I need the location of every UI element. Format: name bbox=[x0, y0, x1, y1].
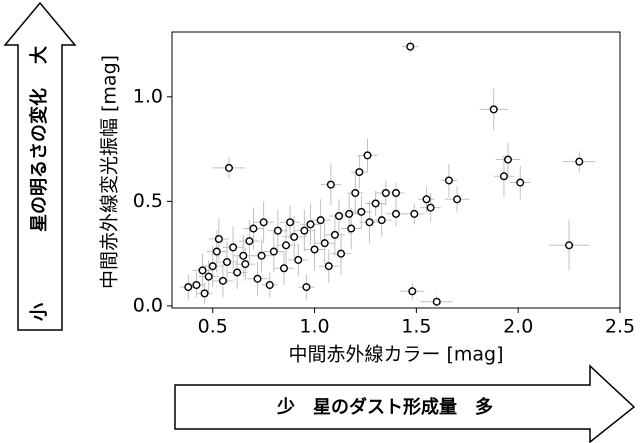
data-point bbox=[249, 224, 258, 233]
data-point bbox=[377, 216, 386, 225]
data-point bbox=[316, 216, 325, 225]
y-tick-label: 1.0 bbox=[133, 85, 163, 107]
data-point bbox=[426, 203, 435, 212]
data-point bbox=[422, 195, 431, 204]
data-point bbox=[334, 211, 343, 220]
data-point bbox=[347, 224, 356, 233]
x-tick-label: 2.0 bbox=[503, 316, 533, 338]
data-point bbox=[320, 239, 329, 248]
x-tick-label: 2.5 bbox=[605, 316, 635, 338]
data-point bbox=[392, 209, 401, 218]
y-tick-label: 0.0 bbox=[133, 294, 163, 316]
data-point bbox=[381, 188, 390, 197]
plot-frame bbox=[171, 31, 621, 309]
data-point bbox=[345, 209, 354, 218]
y-axis-label: 中間赤外線変光振幅 [mag] bbox=[99, 55, 121, 289]
data-point bbox=[269, 247, 278, 256]
data-point bbox=[286, 218, 295, 227]
data-point bbox=[257, 251, 266, 260]
data-point bbox=[282, 241, 291, 250]
data-point bbox=[371, 199, 380, 208]
data-point bbox=[516, 178, 525, 187]
data-point bbox=[355, 168, 364, 177]
x-tick-label: 1.5 bbox=[401, 316, 431, 338]
y-arrow-bottom: 小 bbox=[29, 303, 50, 321]
data-point bbox=[351, 188, 360, 197]
x-axis-label: 中間赤外線カラー [mag] bbox=[288, 344, 503, 366]
x-arrow-label: 少 星のダスト形成量 多 bbox=[276, 396, 493, 418]
data-point bbox=[302, 283, 311, 292]
data-point bbox=[363, 151, 372, 160]
data-point bbox=[273, 226, 282, 235]
data-point bbox=[406, 42, 415, 51]
data-point bbox=[259, 218, 268, 227]
x-arrow-shape bbox=[174, 364, 636, 443]
y-arrow-top: 大 bbox=[28, 46, 50, 64]
data-point bbox=[280, 264, 289, 273]
data-point bbox=[326, 180, 335, 189]
data-point bbox=[300, 226, 309, 235]
data-point bbox=[214, 234, 223, 243]
data-point bbox=[245, 237, 254, 246]
data-point bbox=[233, 268, 242, 277]
data-point bbox=[290, 232, 299, 241]
x-arrow: 少 星のダスト形成量 多 bbox=[174, 364, 636, 443]
data-point bbox=[192, 281, 201, 290]
data-point bbox=[575, 157, 584, 166]
y-arrow-shape bbox=[3, 1, 77, 331]
data-point bbox=[310, 245, 319, 254]
x-tick-label: 0.5 bbox=[198, 316, 228, 338]
data-point bbox=[306, 220, 315, 229]
data-point bbox=[504, 155, 513, 164]
data-point bbox=[444, 176, 453, 185]
data-point bbox=[198, 266, 207, 275]
data-point bbox=[499, 172, 508, 181]
data-point bbox=[184, 283, 193, 292]
data-point bbox=[200, 289, 209, 298]
data-point bbox=[330, 230, 339, 239]
data-point bbox=[208, 262, 217, 271]
data-point bbox=[410, 209, 419, 218]
y-arrow-middle: 星の明るさの変化 bbox=[28, 88, 50, 232]
data-point bbox=[218, 276, 227, 285]
data-point bbox=[453, 195, 462, 204]
data-point bbox=[489, 105, 498, 114]
data-point bbox=[294, 255, 303, 264]
data-point bbox=[253, 274, 262, 283]
data-point bbox=[565, 241, 574, 250]
data-point bbox=[204, 272, 213, 281]
data-point bbox=[222, 258, 231, 267]
x-tick-label: 1.0 bbox=[299, 316, 329, 338]
data-point bbox=[432, 297, 441, 306]
data-point bbox=[241, 260, 250, 269]
data-point bbox=[392, 188, 401, 197]
data-point bbox=[239, 251, 248, 260]
data-point bbox=[265, 281, 274, 290]
y-tick-label: 0.5 bbox=[133, 190, 163, 212]
data-point bbox=[408, 287, 417, 296]
data-point bbox=[337, 249, 346, 258]
y-arrow: 大 星の明るさの変化 小 bbox=[3, 1, 77, 331]
data-point bbox=[365, 218, 374, 227]
data-point bbox=[229, 243, 238, 252]
data-point bbox=[324, 262, 333, 271]
data-point bbox=[212, 247, 221, 256]
data-point bbox=[357, 207, 366, 216]
data-point bbox=[225, 163, 234, 172]
